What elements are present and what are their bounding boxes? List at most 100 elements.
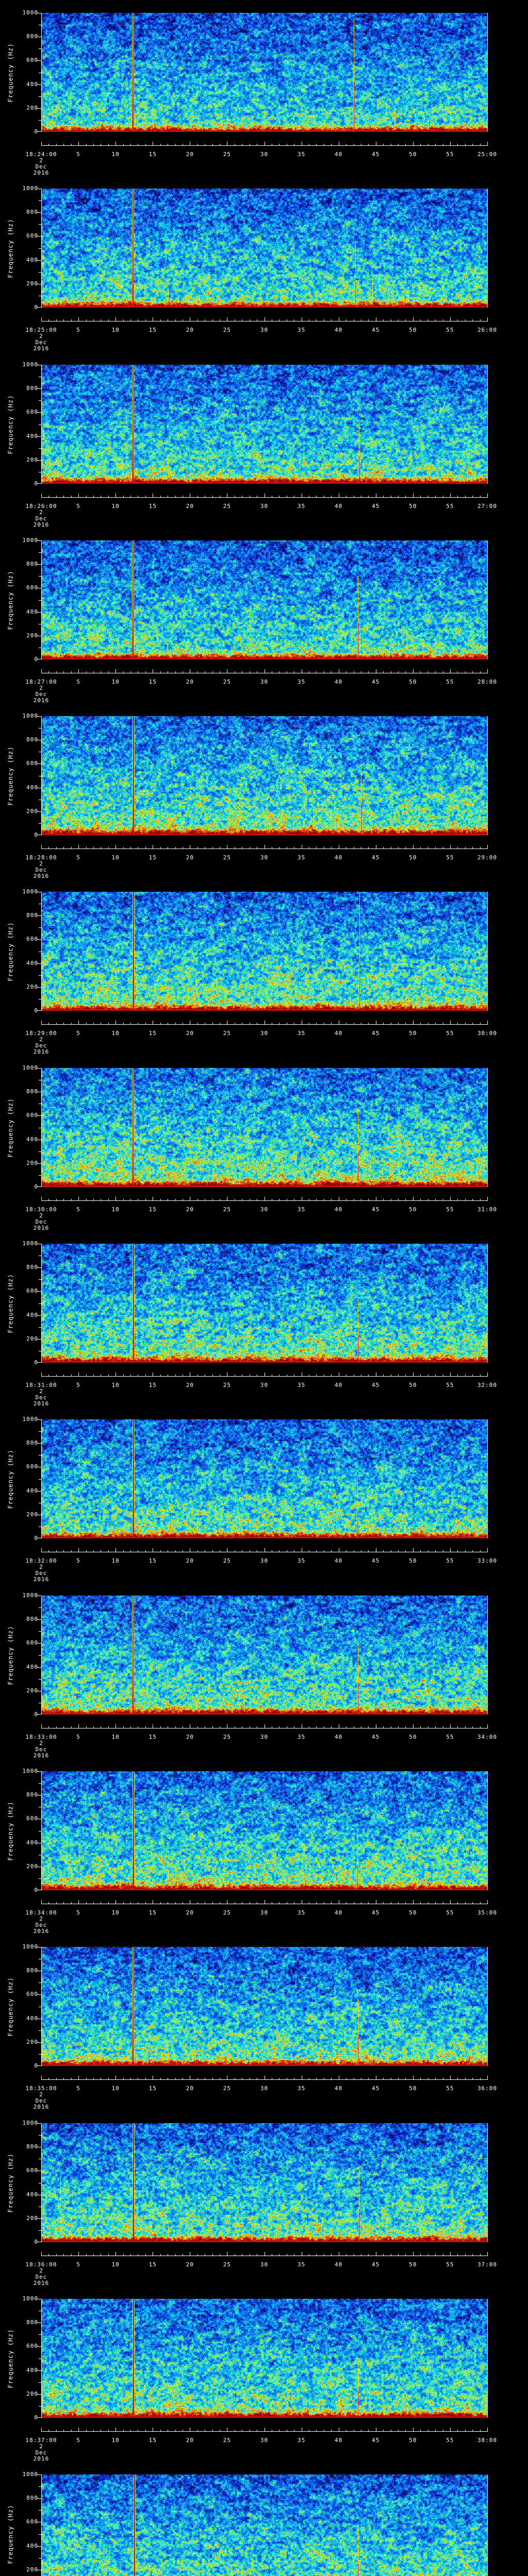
- x-tick-label: 50: [409, 1382, 417, 1388]
- x-tick-label: 45: [372, 1206, 380, 1213]
- x-tick: [472, 496, 473, 497]
- x-tick: [405, 1726, 406, 1728]
- x-tick-label: 30: [260, 503, 269, 510]
- x-tick-label: 40: [335, 327, 343, 333]
- x-tick: [86, 144, 87, 145]
- x-tick: [435, 2430, 436, 2431]
- x-tick: [383, 1902, 384, 1904]
- y-tick-label: 200: [26, 1862, 38, 1870]
- x-tick: [93, 2254, 94, 2256]
- x-tick: [41, 845, 42, 849]
- panel-end-time: 31:00: [477, 1206, 498, 1213]
- y-tick-label: 800: [26, 2319, 38, 2326]
- y-tick-label: 400: [26, 2191, 38, 2198]
- y-tick-label: 200: [26, 807, 38, 815]
- y-tick: [37, 1771, 41, 1772]
- y-tick: [39, 1878, 41, 1879]
- x-tick: [450, 2076, 451, 2079]
- x-tick: [450, 1900, 451, 1904]
- x-tick: [78, 1900, 79, 1904]
- spectrogram-image: [42, 540, 487, 659]
- y-axis-right: [487, 1068, 488, 1187]
- y-tick-label: 800: [26, 2143, 38, 2150]
- y-axis-left: [41, 2475, 42, 2576]
- x-tick: [145, 1902, 146, 1904]
- y-tick: [37, 1419, 41, 1420]
- x-tick: [86, 319, 87, 321]
- spectrogram-image: [42, 189, 487, 308]
- x-tick: [71, 1375, 72, 1376]
- y-tick-label: 200: [26, 983, 38, 990]
- x-tick: [86, 1375, 87, 1376]
- y-axis-left: [41, 892, 42, 1011]
- y-axis-left: [41, 1419, 42, 1538]
- x-tick: [108, 496, 109, 497]
- x-tick: [48, 319, 49, 321]
- y-axis-left: [41, 540, 42, 659]
- x-tick: [316, 1023, 317, 1024]
- x-tick-label: 25: [223, 151, 232, 158]
- x-tick: [465, 1902, 466, 1904]
- x-tick: [212, 847, 213, 849]
- y-tick-label: 0: [34, 304, 38, 311]
- y-tick-label: 200: [26, 456, 38, 463]
- x-tick-label: 25: [223, 1909, 232, 1916]
- spectrogram-image: [42, 1596, 487, 1715]
- panel-start-time: 18:31:00: [25, 1382, 57, 1388]
- y-axis-left: [41, 1244, 42, 1363]
- x-tick-label: 30: [260, 1206, 269, 1213]
- y-tick: [37, 2394, 41, 2395]
- x-tick: [197, 144, 198, 145]
- x-tick: [197, 1199, 198, 1200]
- panel-end-time: 34:00: [477, 1734, 498, 1740]
- x-tick: [86, 671, 87, 673]
- x-tick: [130, 1023, 131, 1024]
- x-tick: [63, 144, 64, 145]
- x-tick: [160, 2078, 161, 2079]
- y-tick-label: 0: [34, 656, 38, 663]
- x-tick: [63, 847, 64, 849]
- x-tick: [197, 847, 198, 849]
- x-tick: [331, 2078, 332, 2079]
- x-tick: [48, 1550, 49, 1552]
- x-tick: [175, 144, 176, 145]
- x-tick: [450, 669, 451, 673]
- x-tick: [197, 2430, 198, 2431]
- y-tick-label: 0: [34, 480, 38, 487]
- panel-date-line: 2016: [33, 1400, 50, 1407]
- spectrogram-image: [42, 1244, 487, 1363]
- x-tick: [413, 2428, 414, 2431]
- x-tick: [487, 669, 488, 673]
- x-tick: [331, 1726, 332, 1728]
- x-tick: [420, 1550, 421, 1552]
- x-tick: [130, 1550, 131, 1552]
- x-tick: [48, 496, 49, 497]
- x-tick: [316, 1375, 317, 1376]
- y-tick: [37, 1068, 41, 1069]
- panel-end-time: 32:00: [477, 1382, 498, 1388]
- x-tick: [160, 319, 161, 321]
- x-tick: [457, 1726, 458, 1728]
- x-tick: [86, 1726, 87, 1728]
- spectrogram-image: [42, 365, 487, 484]
- x-tick: [472, 2254, 473, 2256]
- x-tick: [130, 496, 131, 497]
- x-tick: [56, 144, 57, 145]
- x-tick: [145, 847, 146, 849]
- y-tick: [39, 927, 41, 928]
- x-tick-label: 15: [148, 679, 157, 685]
- y-tick-label: 600: [26, 2343, 38, 2350]
- x-axis-line: [41, 497, 488, 498]
- y-tick-label: 200: [26, 1511, 38, 1518]
- x-tick-label: 55: [446, 1557, 454, 1564]
- panel-end-time: 29:00: [477, 854, 498, 861]
- y-tick-label: 400: [26, 256, 38, 263]
- x-tick: [368, 1199, 369, 1200]
- x-tick: [123, 671, 124, 673]
- x-tick: [465, 671, 466, 673]
- x-tick: [212, 2078, 213, 2079]
- x-tick: [331, 1902, 332, 1904]
